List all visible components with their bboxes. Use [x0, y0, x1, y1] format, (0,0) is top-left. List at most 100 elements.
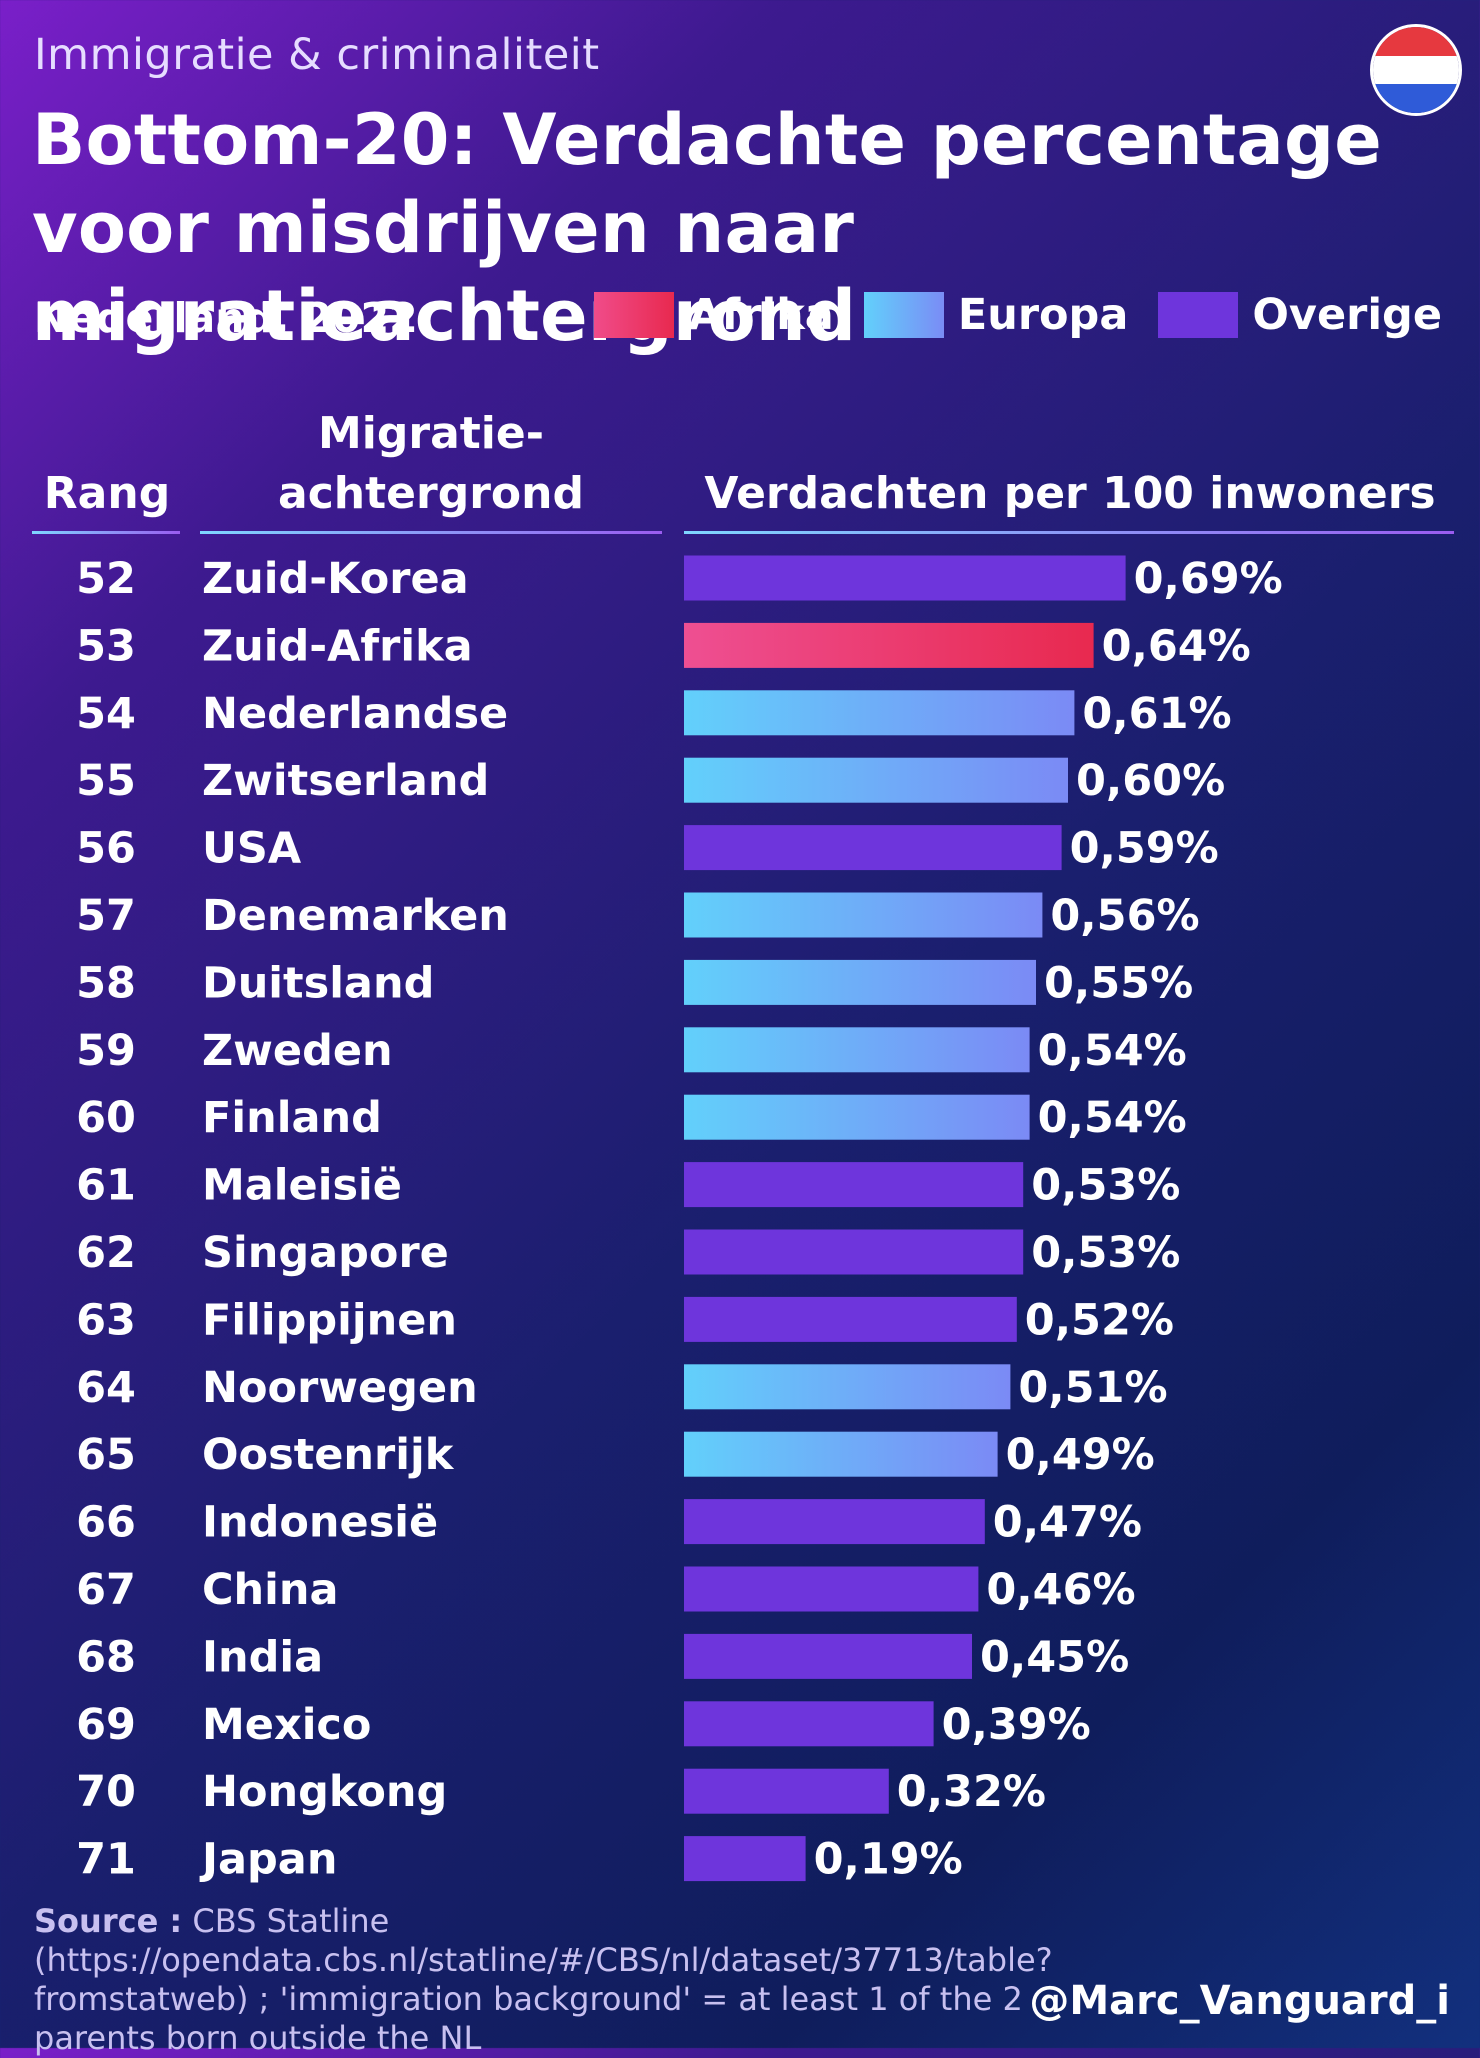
data-label: 0,69%: [1134, 554, 1283, 604]
header-underline-origin: [200, 531, 662, 534]
rank-label: 52: [76, 554, 136, 604]
data-label: 0,52%: [1025, 1295, 1174, 1345]
data-label: 0,46%: [986, 1565, 1135, 1615]
bar: [684, 690, 1075, 736]
category-label: China: [202, 1565, 339, 1615]
chart-row-zwitserland: 55 Zwitserland 0,60%: [76, 756, 1225, 806]
data-label: 0,32%: [897, 1767, 1046, 1817]
bar-chart: 52 Zuid-Korea 0,69% 53 Zuid-Afrika 0,64% 54 Ned…: [76, 554, 1283, 1885]
chart-row-usa: 56 USA 0,59%: [76, 824, 1219, 874]
bar: [684, 1027, 1030, 1073]
header-underline-value: [684, 531, 1454, 534]
rank-label: 70: [76, 1767, 136, 1817]
category-label: Zwitserland: [202, 756, 489, 806]
category-label: Filippijnen: [202, 1295, 457, 1345]
rank-label: 69: [76, 1700, 136, 1750]
chart-row-mexico: 69 Mexico 0,39%: [76, 1700, 1091, 1750]
chart-row-oostenrijk: 65 Oostenrijk 0,49%: [76, 1430, 1155, 1480]
bar: [684, 1768, 889, 1814]
column-header-value: Verdachten per 100 inwoners: [704, 468, 1436, 519]
rank-label: 65: [76, 1430, 136, 1480]
chart-row-finland: 60 Finland 0,54%: [76, 1093, 1187, 1143]
category-label: Zuid-Afrika: [202, 621, 473, 671]
category-label: Mexico: [202, 1700, 371, 1750]
legend-swatch-afrika: [594, 292, 675, 338]
chart-row-zweden: 59 Zweden 0,54%: [76, 1026, 1187, 1076]
bar: [684, 1566, 979, 1612]
bar: [684, 1499, 985, 1545]
category-label: Zweden: [202, 1026, 393, 1076]
data-label: 0,53%: [1031, 1228, 1180, 1278]
chart-row-singapore: 62 Singapore 0,53%: [76, 1228, 1180, 1278]
data-label: 0,45%: [980, 1632, 1129, 1682]
bar: [684, 757, 1068, 803]
legend-item-europa: Europa: [863, 290, 1128, 340]
bar: [684, 1431, 998, 1477]
chart-row-zuid-afrika: 53 Zuid-Afrika 0,64%: [76, 621, 1251, 671]
category-label: Singapore: [202, 1228, 449, 1278]
bar: [684, 1701, 934, 1747]
data-label: 0,54%: [1038, 1093, 1187, 1143]
bar: [684, 892, 1043, 938]
category-label: Hongkong: [202, 1767, 447, 1817]
bar: [684, 1364, 1011, 1410]
category-label: Nederlandse: [202, 689, 508, 739]
data-label: 0,59%: [1070, 824, 1219, 874]
column-header-origin-line2: achtergrond: [278, 468, 584, 519]
rank-label: 61: [76, 1161, 136, 1211]
category-label: Indonesië: [202, 1498, 438, 1548]
region-year: Nederland, 2022: [34, 294, 418, 342]
author-handle: @Marc_Vanguard_i: [1029, 1978, 1450, 2024]
legend: Afrika Europa Overige: [594, 290, 1442, 340]
data-label: 0,47%: [993, 1498, 1142, 1548]
legend-swatch-overige: [1158, 292, 1239, 338]
flag-stripe-white: [1373, 55, 1459, 85]
category-label: Japan: [199, 1835, 337, 1885]
chart-row-maleisi-: 61 Maleisië 0,53%: [76, 1161, 1180, 1211]
source-text: CBS Statline (https://opendata.cbs.nl/st…: [34, 1902, 1053, 2057]
rank-label: 55: [76, 756, 136, 806]
bar: [684, 1162, 1024, 1208]
category-label: Oostenrijk: [202, 1430, 455, 1480]
category-label: Zuid-Korea: [202, 554, 469, 604]
category-label: Duitsland: [202, 958, 434, 1008]
rank-label: 71: [76, 1835, 136, 1885]
category-label: Maleisië: [202, 1161, 402, 1211]
rank-label: 57: [76, 891, 136, 941]
chart-row-japan: 71 Japan 0,19%: [76, 1835, 963, 1885]
column-header-origin-line1: Migratie-: [318, 408, 544, 459]
chart-title: Bottom-20: Verdachte percentage voor mis…: [32, 99, 1382, 357]
data-label: 0,51%: [1018, 1363, 1167, 1413]
bar: [684, 1296, 1017, 1342]
category-label: Finland: [202, 1093, 382, 1143]
category-label: Noorwegen: [202, 1363, 478, 1413]
rank-label: 63: [76, 1295, 136, 1345]
kicker: Immigratie & criminaliteit: [34, 30, 600, 80]
category-label: India: [202, 1632, 323, 1682]
category-label: USA: [202, 824, 302, 874]
chart-row-filippijnen: 63 Filippijnen 0,52%: [76, 1295, 1174, 1345]
data-label: 0,60%: [1076, 756, 1225, 806]
bar: [684, 555, 1126, 601]
category-label: Denemarken: [202, 891, 509, 941]
legend-label-overige: Overige: [1252, 290, 1442, 340]
bar: [684, 1633, 972, 1679]
rank-label: 58: [76, 958, 136, 1008]
rank-label: 54: [76, 689, 136, 739]
legend-item-afrika: Afrika: [594, 290, 834, 340]
rank-label: 64: [76, 1363, 136, 1413]
chart-row-india: 68 India 0,45%: [76, 1632, 1129, 1682]
chart-row-indonesi-: 66 Indonesië 0,47%: [76, 1498, 1142, 1548]
data-label: 0,54%: [1038, 1026, 1187, 1076]
rank-label: 62: [76, 1228, 136, 1278]
chart-row-noorwegen: 64 Noorwegen 0,51%: [76, 1363, 1168, 1413]
rank-label: 53: [76, 621, 136, 671]
chart-row-duitsland: 58 Duitsland 0,55%: [76, 958, 1193, 1008]
legend-label-afrika: Afrika: [688, 290, 834, 340]
chart-row-china: 67 China 0,46%: [76, 1565, 1136, 1615]
data-label: 0,49%: [1006, 1430, 1155, 1480]
data-label: 0,64%: [1102, 621, 1251, 671]
legend-item-overige: Overige: [1158, 290, 1442, 340]
bar: [684, 1094, 1030, 1140]
data-label: 0,56%: [1050, 891, 1199, 941]
